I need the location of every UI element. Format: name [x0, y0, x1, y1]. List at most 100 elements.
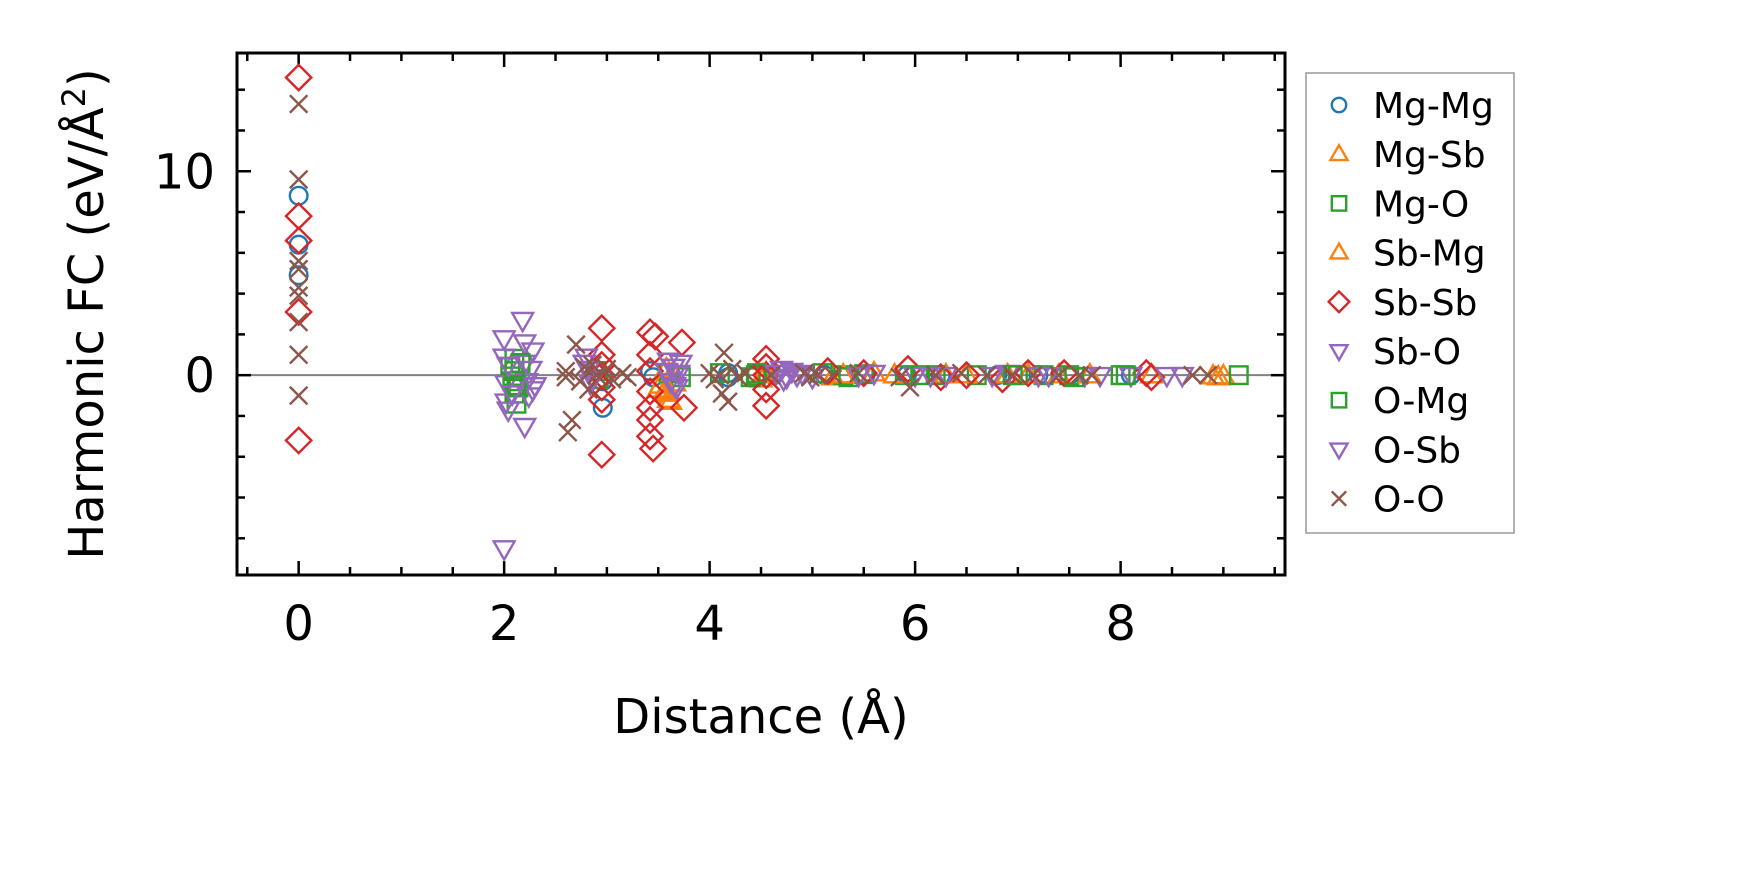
- legend-label: Sb-Mg: [1373, 234, 1486, 275]
- data-point: [1198, 365, 1218, 385]
- data-point: [288, 259, 309, 279]
- legend-marker: [1328, 241, 1350, 260]
- data-point: [635, 340, 665, 370]
- data-point: [288, 251, 309, 271]
- data-point: [562, 410, 582, 430]
- data-point: [635, 421, 665, 451]
- data-point: [586, 365, 607, 385]
- legend-marker: [1328, 442, 1350, 461]
- data-point: [933, 366, 959, 389]
- legend-label: O-O: [1373, 480, 1445, 521]
- data-point: [556, 361, 576, 381]
- data-point: [288, 277, 309, 298]
- legend: Mg-Mg Mg-Sb Mg-O Sb-Mg Sb-Sb Sb-O O-Mg O-Sb O-O: [1305, 72, 1515, 534]
- data-point: [518, 360, 544, 383]
- data-point: [587, 440, 617, 470]
- data-point: [558, 422, 578, 442]
- data-point: [512, 417, 538, 440]
- data-point: [1118, 366, 1144, 389]
- data-point: [926, 365, 946, 385]
- data-point: [988, 364, 1017, 394]
- y-axis-title-close: ): [59, 68, 115, 87]
- legend-items: Mg-Mg Mg-Sb Mg-O Sb-Mg Sb-Sb Sb-O O-Mg O-Sb O-O: [1326, 86, 1494, 521]
- legend-item: Sb-Sb: [1326, 283, 1477, 324]
- data-point: [1003, 365, 1023, 385]
- data-point: [284, 297, 313, 327]
- legend-label: O-Sb: [1373, 430, 1461, 471]
- data-point: [710, 365, 730, 385]
- data-point: [284, 426, 313, 455]
- data-point: [288, 169, 309, 190]
- data-point: [617, 367, 638, 387]
- legend-marker: [1330, 391, 1348, 409]
- data-point: [714, 343, 734, 363]
- data-point: [1015, 361, 1041, 384]
- data-point: [1182, 365, 1203, 385]
- data-point: [735, 363, 756, 383]
- data-point: [979, 366, 1005, 389]
- data-point: [566, 334, 586, 355]
- data-point: [653, 362, 680, 385]
- data-point: [597, 359, 617, 379]
- data-point: [635, 377, 665, 406]
- legend-label: Sb-O: [1373, 332, 1461, 373]
- data-points: [284, 63, 1249, 562]
- data-point: [813, 356, 843, 386]
- data-point: [761, 365, 781, 385]
- x-tick-label: 8: [1105, 596, 1136, 652]
- data-point: [556, 367, 576, 387]
- data-point: [1169, 366, 1195, 389]
- data-point: [900, 377, 920, 398]
- x-tick-label: 0: [283, 596, 314, 652]
- data-point: [499, 385, 525, 407]
- x-tick-label: 4: [694, 596, 725, 652]
- data-point: [635, 393, 665, 423]
- legend-label: Mg-Sb: [1373, 135, 1486, 176]
- data-point: [288, 312, 309, 332]
- data-point: [635, 405, 665, 435]
- y-tick-label: 10: [154, 144, 215, 200]
- data-point: [656, 378, 682, 400]
- data-point: [1025, 366, 1051, 389]
- data-point: [491, 540, 517, 562]
- data-point: [520, 342, 546, 365]
- data-point: [712, 383, 732, 404]
- data-point: [495, 401, 521, 424]
- legend-item: O-Sb: [1328, 430, 1461, 471]
- legend-label: Sb-Sb: [1373, 283, 1477, 324]
- data-point: [823, 365, 843, 385]
- legend-item: Sb-O: [1328, 332, 1461, 373]
- data-point: [1023, 365, 1043, 385]
- data-point: [1049, 365, 1069, 385]
- x-axis-title: Distance (Å): [613, 688, 908, 745]
- data-point: [807, 365, 828, 385]
- data-point: [746, 363, 767, 384]
- data-point: [522, 377, 548, 399]
- data-point: [1115, 365, 1136, 386]
- legend-marker: [1328, 142, 1350, 162]
- data-point: [284, 226, 313, 255]
- data-point: [861, 364, 887, 387]
- data-point: [784, 366, 810, 389]
- data-point: [668, 354, 694, 377]
- data-point: [1082, 365, 1102, 385]
- legend-item: Mg-Sb: [1328, 135, 1486, 176]
- data-point: [751, 391, 781, 421]
- data-point: [578, 379, 599, 400]
- data-point: [495, 356, 521, 379]
- legend-marker: [1326, 289, 1352, 314]
- axis-tick-labels: 0 2 4 6 8 0 10: [154, 144, 1136, 652]
- legend-item: O-O: [1330, 480, 1445, 521]
- data-point: [848, 363, 869, 383]
- data-point: [1002, 365, 1023, 386]
- x-tick-label: 2: [489, 596, 520, 652]
- data-point: [582, 355, 603, 375]
- data-point: [910, 365, 931, 386]
- data-point: [718, 392, 738, 412]
- data-point: [1154, 366, 1180, 389]
- data-point: [669, 393, 699, 423]
- legend-label: Mg-Mg: [1373, 86, 1494, 127]
- legend-item: Mg-O: [1330, 184, 1469, 225]
- series-o-o: [288, 94, 1218, 442]
